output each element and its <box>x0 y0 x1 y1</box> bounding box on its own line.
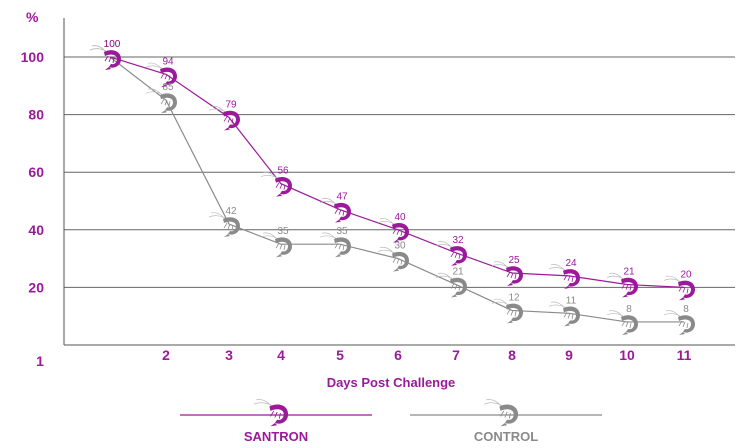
data-label: 32 <box>452 235 464 246</box>
shrimp-icon <box>208 105 240 131</box>
shrimp-icon <box>483 399 519 427</box>
x-tick-label: 5 <box>336 347 344 363</box>
x-tick-label: 9 <box>565 347 573 363</box>
shrimp-icon <box>606 310 638 335</box>
x-tick-label: 11 <box>677 347 692 363</box>
x-tick-label: 3 <box>225 347 233 363</box>
x-tick-label: 7 <box>452 347 460 363</box>
legend-label: SANTRON <box>244 429 308 444</box>
y-tick-label: 80 <box>28 107 44 123</box>
data-label: 100 <box>104 39 121 50</box>
y-tick-label: 100 <box>21 49 45 65</box>
data-label: 79 <box>225 99 237 110</box>
legend-label: CONTROL <box>474 429 538 444</box>
shrimp-icon <box>435 241 467 266</box>
data-label: 24 <box>565 258 577 269</box>
x-tick-label: 6 <box>394 347 402 363</box>
x-tick-label: 4 <box>277 347 285 363</box>
x-axis-title: Days Post Challenge <box>327 375 456 390</box>
shrimp-icon <box>491 261 523 286</box>
shrimp-icon <box>548 264 580 289</box>
data-label: 21 <box>452 267 464 278</box>
shrimp-icon <box>491 298 523 324</box>
shrimp-icon <box>663 275 695 301</box>
shrimp-icon <box>606 272 638 298</box>
data-label: 21 <box>623 267 635 278</box>
x-tick-label: 10 <box>619 347 635 363</box>
x-tick-label: 8 <box>508 347 516 363</box>
data-label: 12 <box>508 292 520 303</box>
shrimp-icon <box>253 399 289 427</box>
series-line-santron <box>109 56 685 288</box>
shrimp-icon <box>319 197 351 223</box>
shrimp-icon <box>145 88 177 114</box>
shrimp-icon <box>89 45 121 70</box>
shrimp-icon <box>260 172 292 197</box>
x-tick-label: 1 <box>36 353 44 369</box>
y-tick-label: 60 <box>28 164 44 180</box>
data-label: 85 <box>162 82 174 93</box>
shrimp-icon <box>548 301 580 327</box>
data-label: 25 <box>508 255 520 266</box>
shrimp-icon <box>663 310 695 335</box>
data-label: 56 <box>277 166 289 177</box>
shrimp-icon <box>377 218 409 243</box>
data-label: 35 <box>336 226 348 237</box>
data-label: 11 <box>566 295 577 306</box>
shrimp-icon <box>260 232 292 258</box>
shrimp-icon <box>145 62 177 88</box>
data-label: 40 <box>394 212 406 223</box>
data-label: 42 <box>225 206 237 217</box>
data-label: 35 <box>277 226 289 237</box>
data-label: 30 <box>394 241 406 252</box>
data-label: 47 <box>336 192 348 203</box>
x-tick-label: 2 <box>162 347 170 363</box>
y-unit-label: % <box>26 9 39 25</box>
shrimp-icon <box>377 246 409 272</box>
shrimp-icon <box>435 272 467 298</box>
data-label: 8 <box>683 304 689 315</box>
data-label: 100 <box>104 39 121 50</box>
data-label: 20 <box>680 269 692 280</box>
data-label: 8 <box>626 304 632 315</box>
y-tick-label: 40 <box>28 222 44 238</box>
shrimp-icon <box>208 212 240 238</box>
shrimp-icon <box>319 232 351 258</box>
data-label: 94 <box>162 56 174 67</box>
y-tick-label: 20 <box>28 279 44 295</box>
series-line-control <box>109 56 684 323</box>
